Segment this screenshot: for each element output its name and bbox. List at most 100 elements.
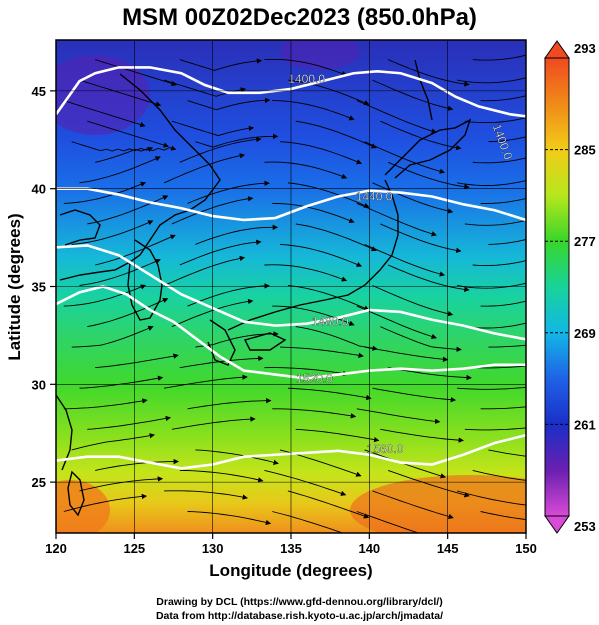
streamline bbox=[87, 120, 170, 148]
contour-label: 1520.0 bbox=[296, 371, 333, 385]
x-tick-label: 140 bbox=[358, 541, 380, 556]
streamline bbox=[464, 117, 526, 124]
credit-drawing: Drawing by DCL (https://www.gfd-dennou.o… bbox=[156, 596, 443, 608]
streamline bbox=[380, 326, 462, 352]
y-axis: 25 30 35 40 45 bbox=[32, 84, 56, 490]
streamline bbox=[387, 469, 470, 498]
colorbar-tick-label: 269 bbox=[574, 326, 596, 341]
streamline bbox=[480, 511, 526, 521]
colorbar-bottom-cap bbox=[544, 515, 570, 534]
streamline bbox=[95, 458, 179, 471]
streamline bbox=[187, 397, 272, 410]
y-axis-label: Latitude (degrees) bbox=[5, 213, 24, 360]
streamline bbox=[387, 161, 470, 190]
streamline bbox=[163, 255, 246, 286]
coast-shikoku bbox=[243, 332, 287, 351]
streamline bbox=[272, 305, 355, 326]
field-accents bbox=[56, 40, 526, 533]
contour-label: 1440.0 bbox=[356, 189, 393, 204]
x-axis: 120 125 130 135 140 145 150 bbox=[45, 533, 537, 556]
x-tick-label: 130 bbox=[202, 541, 224, 556]
y-tick-label: 25 bbox=[32, 475, 46, 490]
streamline bbox=[472, 54, 526, 61]
streamline bbox=[295, 428, 380, 443]
streamline bbox=[457, 282, 526, 289]
streamline bbox=[457, 386, 526, 390]
streamline bbox=[195, 224, 279, 245]
x-axis-label: Longitude (degrees) bbox=[209, 561, 372, 580]
streamline bbox=[372, 387, 457, 403]
streamline bbox=[187, 97, 271, 111]
streamline bbox=[295, 223, 377, 252]
streamline bbox=[272, 408, 357, 419]
streamline bbox=[480, 406, 526, 410]
streamline bbox=[372, 490, 454, 520]
streamline bbox=[279, 243, 363, 267]
y-tick-label: 35 bbox=[32, 280, 46, 295]
colorbar-tick-label: 293 bbox=[574, 41, 596, 56]
streamline bbox=[164, 374, 248, 389]
x-tick-label: 150 bbox=[515, 541, 537, 556]
streamline bbox=[480, 95, 526, 102]
coast-sakhalin bbox=[414, 59, 433, 121]
coast-china-korea bbox=[59, 73, 221, 281]
streamline bbox=[63, 284, 147, 307]
streamline bbox=[356, 202, 437, 237]
coastlines bbox=[56, 59, 472, 517]
streamline bbox=[171, 416, 256, 430]
streamline bbox=[79, 476, 164, 492]
streamline bbox=[287, 387, 372, 401]
streamline bbox=[356, 305, 437, 340]
coast-korea bbox=[127, 239, 163, 321]
streamline bbox=[472, 157, 526, 164]
colorbar-tick-label: 261 bbox=[574, 417, 596, 432]
streamline bbox=[464, 427, 526, 431]
streamline bbox=[295, 120, 377, 149]
wind-streamlines bbox=[63, 54, 526, 533]
streamline bbox=[272, 511, 354, 533]
streamline bbox=[472, 469, 526, 481]
streamline bbox=[63, 493, 148, 512]
streamline bbox=[387, 59, 470, 87]
y-tick-label: 45 bbox=[32, 84, 46, 99]
colorbar-tick-label: 277 bbox=[574, 234, 596, 249]
streamline bbox=[179, 136, 262, 163]
streamline bbox=[364, 346, 449, 362]
coast-hokkaido bbox=[384, 118, 472, 179]
contour-label-text: 1560.0 bbox=[367, 442, 404, 456]
streamline bbox=[287, 79, 370, 106]
contour-label: 1560.0 bbox=[366, 442, 404, 456]
streamline bbox=[356, 100, 437, 134]
streamline bbox=[163, 153, 246, 184]
contour-label-text: 1440.0 bbox=[356, 190, 393, 204]
coast-taiwan bbox=[67, 470, 85, 517]
streamline bbox=[179, 469, 264, 483]
streamline bbox=[87, 415, 171, 430]
coast-honshu bbox=[227, 179, 399, 331]
contour-label: 1400.0 bbox=[288, 72, 325, 86]
streamline bbox=[71, 325, 154, 348]
streamline bbox=[272, 100, 355, 121]
x-tick-label: 135 bbox=[280, 541, 302, 556]
streamline bbox=[171, 196, 254, 225]
streamline bbox=[79, 258, 161, 286]
streamline bbox=[356, 511, 420, 533]
streamline bbox=[480, 197, 526, 204]
streamline bbox=[179, 58, 263, 71]
streamline bbox=[372, 285, 454, 317]
streamline bbox=[164, 490, 248, 500]
coast-east-china bbox=[56, 394, 73, 471]
credit-data-source: Data from http://database.rish.kyoto-u.a… bbox=[155, 610, 444, 622]
streamline bbox=[63, 398, 148, 410]
streamline bbox=[264, 469, 347, 496]
coast-bohai bbox=[59, 209, 101, 246]
streamline bbox=[380, 428, 464, 443]
streamline bbox=[472, 365, 526, 369]
streamline bbox=[488, 449, 526, 457]
streamline bbox=[480, 300, 526, 307]
streamline bbox=[356, 408, 441, 425]
streamline bbox=[264, 161, 348, 179]
contour-line bbox=[56, 285, 526, 380]
streamline bbox=[79, 79, 162, 107]
colorbar-top-cap bbox=[544, 40, 570, 59]
